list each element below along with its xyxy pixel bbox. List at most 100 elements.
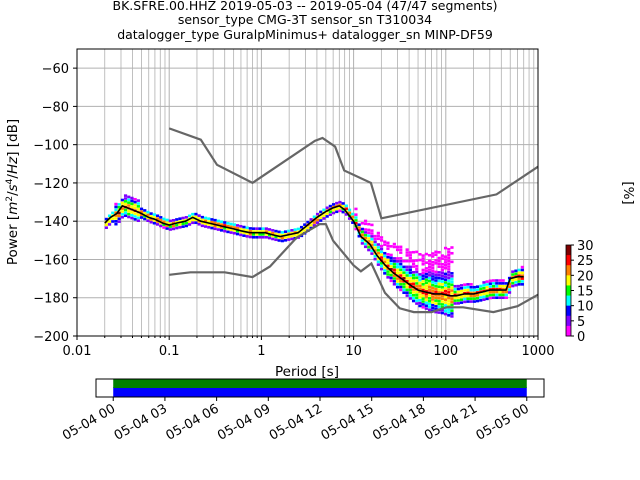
psd-cell [434,259,438,262]
y-tick-label: −100 [33,139,69,154]
psd-cell [424,275,428,279]
psd-cell [411,288,416,291]
psd-cell [226,230,230,234]
psd-cell [517,268,521,272]
psd-cell [386,258,390,262]
psd-cell [392,280,396,283]
psd-cell [267,231,272,234]
psd-cell [421,254,425,257]
psd-cell [123,214,128,218]
psd-cell [437,294,441,297]
psd-cell [453,293,457,297]
psd-cell [421,305,425,309]
psd-cell [447,262,451,265]
psd-cell [405,254,409,257]
x-tick-label: 1 [257,344,265,359]
psd-cell [130,211,134,214]
psd-cell [386,276,390,279]
psd-cell [405,285,409,289]
psd-cell [363,219,368,223]
psd-cell [293,234,297,237]
psd-cell [447,291,451,294]
psd-cell [341,205,345,208]
psd-cell [424,261,428,264]
psd-cell [395,257,400,260]
psd-cell [469,288,473,292]
psd-cell [315,212,320,216]
psd-cell [207,220,211,223]
psd-cell [485,297,489,301]
psd-cell [392,274,396,277]
psd-cell [424,281,428,285]
psd-cell [168,228,172,231]
psd-cell [386,255,390,259]
psd-cell [309,223,313,227]
coverage-tick-label: 05-04 21 [422,401,480,443]
psd-cell [370,240,374,244]
psd-cell [415,276,419,280]
psd-cell [168,219,172,223]
psd-cell [443,286,448,290]
psd-cell [437,285,441,289]
psd-cell [443,284,448,287]
psd-cell [245,235,249,238]
psd-cell [283,238,288,242]
psd-cell [405,288,409,292]
psd-cell [383,260,387,264]
psd-cell [399,268,403,272]
psd-cell [181,216,185,220]
psd-cell [421,297,425,300]
psd-cell [440,294,444,298]
psd-cell [431,306,435,310]
psd-cell [421,274,425,278]
psd-cell [411,276,416,280]
psd-cell [277,239,281,242]
psd-cell [418,258,422,262]
psd-cell [379,236,384,239]
psd-cell [175,226,179,230]
psd-cell [479,284,483,288]
psd-cell [411,296,416,300]
psd-cell [498,287,502,291]
psd-cell [408,279,412,283]
psd-cell [456,290,460,294]
coverage-tick-label: 05-04 03 [112,401,170,443]
psd-cell [389,256,393,260]
psd-cell [440,311,444,315]
psd-cell [459,286,464,290]
colorbar-tick-label: 25 [577,254,594,269]
psd-cell [437,279,441,283]
psd-cell [511,284,515,288]
psd-cell [453,302,457,305]
psd-cell [293,231,297,234]
plot-grid [77,49,538,337]
psd-cell [472,285,476,289]
psd-cell [248,232,252,236]
psd-cell [216,219,220,223]
psd-cell [447,285,451,288]
psd-cell [437,302,441,306]
psd-cell [331,211,336,215]
psd-cell [450,246,454,249]
psd-cell [357,229,361,232]
y-tick-label: −160 [33,253,69,268]
psd-cell [434,299,438,302]
psd-cell [421,300,425,303]
psd-cell [152,219,156,222]
psd-cell [507,288,512,291]
psd-cell [434,290,438,294]
psd-cell [434,287,438,291]
psd-cell [159,221,163,225]
psd-cell [344,204,348,208]
median-curve [104,204,524,297]
psd-cell [120,207,124,210]
psd-cell [376,257,380,261]
psd-cell [437,311,441,314]
psd-cell [383,266,387,269]
psd-cell [389,270,393,274]
psd-cell [133,218,137,221]
psd-cell [120,210,124,213]
colorbar-segment [566,265,571,276]
psd-cell [386,273,390,276]
psd-cell [424,301,428,305]
